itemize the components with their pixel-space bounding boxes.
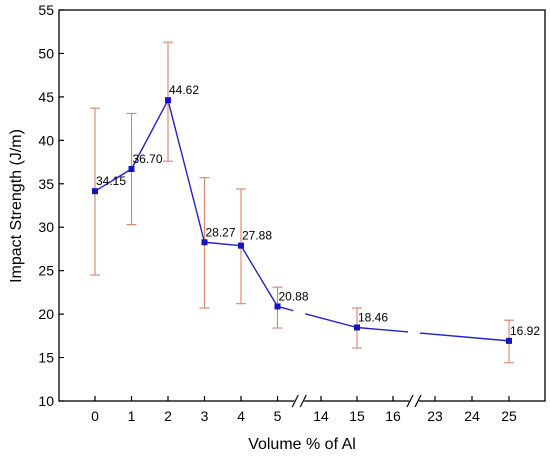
y-axis-title: Impact Strength (J/m) bbox=[8, 129, 25, 283]
data-point bbox=[354, 324, 360, 331]
axis-break-slash bbox=[406, 394, 414, 408]
axis-break-gap bbox=[409, 399, 419, 403]
data-label: 18.46 bbox=[358, 310, 388, 324]
y-tick-label: 20 bbox=[38, 306, 54, 322]
x-tick-label: 0 bbox=[91, 408, 99, 424]
series-line-segment bbox=[305, 313, 358, 329]
y-tick-label: 25 bbox=[38, 263, 54, 279]
series-line-segment bbox=[240, 245, 279, 307]
series-line-segment bbox=[356, 326, 409, 333]
data-point bbox=[128, 166, 135, 173]
x-tick-label: 14 bbox=[313, 408, 329, 424]
series-line-segment bbox=[94, 168, 132, 192]
y-tick-label: 35 bbox=[38, 176, 54, 192]
x-tick-label: 3 bbox=[201, 408, 209, 424]
data-point bbox=[274, 303, 281, 310]
series-line-segment bbox=[419, 332, 510, 342]
series-line-segment bbox=[204, 241, 242, 247]
series-line-segment bbox=[130, 99, 169, 170]
data-label: 20.88 bbox=[279, 289, 309, 303]
x-tick-label: 4 bbox=[237, 408, 245, 424]
series-line-segment bbox=[167, 100, 206, 243]
data-label: 36.70 bbox=[133, 152, 163, 166]
data-point bbox=[92, 188, 98, 195]
y-tick-label: 40 bbox=[38, 132, 54, 148]
x-tick-label: 23 bbox=[427, 408, 443, 424]
axis-break-marks bbox=[291, 394, 422, 408]
data-label: 16.92 bbox=[510, 324, 540, 338]
y-tick-label: 15 bbox=[38, 350, 54, 366]
y-tick-label: 10 bbox=[38, 393, 54, 409]
data-label: 34.15 bbox=[96, 174, 126, 188]
x-tick-label: 1 bbox=[128, 408, 136, 424]
y-tick-label: 55 bbox=[38, 2, 54, 18]
x-tick-label: 15 bbox=[349, 408, 365, 424]
x-tick-label: 5 bbox=[274, 408, 282, 424]
x-axis-title: Volume % of Al bbox=[248, 436, 356, 453]
x-tick-label: 24 bbox=[464, 408, 480, 424]
x-tick-label: 25 bbox=[501, 408, 517, 424]
axis-break-slash bbox=[299, 394, 307, 408]
data-label: 28.27 bbox=[206, 225, 236, 239]
data-label: 27.88 bbox=[242, 229, 272, 243]
y-tick-label: 50 bbox=[38, 45, 54, 61]
x-axis-ticks: 0 1 2 3 4 5 14 15 16 23 24 25 bbox=[91, 396, 517, 424]
data-point bbox=[506, 337, 512, 344]
data-point bbox=[201, 239, 208, 246]
y-tick-label: 30 bbox=[38, 219, 54, 235]
axis-break-slash bbox=[291, 394, 299, 408]
y-tick-label: 45 bbox=[38, 89, 54, 105]
data-point bbox=[165, 97, 171, 104]
y-axis-ticks: 10 15 20 25 30 35 40 45 50 55 bbox=[38, 2, 64, 409]
data-point bbox=[238, 242, 244, 249]
x-tick-label: 2 bbox=[164, 408, 172, 424]
data-label: 44.62 bbox=[169, 83, 199, 97]
x-tick-label: 16 bbox=[385, 408, 401, 424]
axis-break-slash bbox=[414, 394, 422, 408]
axis-break-gap bbox=[294, 399, 305, 403]
data-series: 34.15 36.70 44.62 28.27 27.88 20.88 18.46 16.92 bbox=[90, 41, 540, 364]
